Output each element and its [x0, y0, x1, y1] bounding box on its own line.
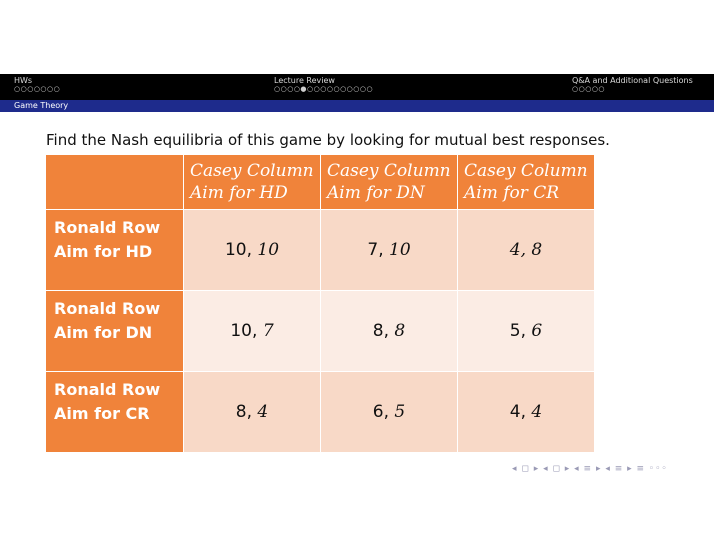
column-player: Casey Column [464, 161, 588, 181]
column-payoff: 8 [394, 321, 406, 341]
header-section-lecture-review[interactable]: Lecture Review ○○○○●○○○○○○○○○○ [274, 76, 373, 93]
column-strategy: Aim for DN [327, 183, 425, 203]
payoff-cell: 4, 8 [457, 209, 595, 291]
column-header-row: Casey Column Aim for HD Casey Column Aim… [45, 154, 595, 210]
section-progress-dots[interactable]: ○○○○●○○○○○○○○○○ [274, 85, 374, 93]
subsection-title: Game Theory [14, 101, 69, 110]
column-player: Casey Column [327, 161, 451, 181]
payoff-cell: 4, 4 [457, 371, 595, 453]
row-header-cr: Ronald Row Aim for CR [45, 371, 184, 453]
column-header-cr: Casey Column Aim for CR [457, 154, 595, 210]
row-payoff: 8 [235, 402, 247, 422]
row-payoff: 10 [224, 240, 247, 260]
payoff-cell: 8, 4 [183, 371, 321, 453]
column-payoff: 4 [257, 402, 269, 422]
row-header-hd: Ronald Row Aim for HD [45, 209, 184, 291]
row-player: Ronald Row [54, 218, 161, 237]
row-payoff: 10 [230, 321, 252, 341]
column-payoff: 10 [257, 240, 280, 260]
column-strategy: Aim for HD [190, 183, 288, 203]
row-strategy: Aim for CR [54, 404, 150, 423]
column-payoff: 8 [531, 240, 543, 260]
column-payoff: 4 [531, 402, 543, 422]
payoff-cell: 10, 7 [183, 290, 321, 372]
beamer-navigation-controls[interactable]: ◂ ◻ ▸ ◂ ◻ ▸ ◂ ≡ ▸ ◂ ≡ ▸ ≡ ◦◦◦ [512, 464, 668, 474]
column-payoff: 10 [389, 240, 411, 260]
row-strategy: Aim for DN [54, 323, 153, 342]
row-payoff: 6 [372, 402, 384, 422]
payoff-cell: 8, 8 [320, 290, 458, 372]
row-payoff: 4 [509, 402, 521, 422]
payoff-cell: 7, 10 [320, 209, 458, 291]
row-strategy: Aim for HD [54, 242, 153, 261]
section-progress-dots[interactable]: ○○○○○○○ [14, 85, 61, 93]
table-row: Ronald Row Aim for DN 10, 7 8, 8 5, 6 [45, 290, 595, 372]
header-section-label: Lecture Review [274, 76, 335, 85]
column-payoff: 6 [531, 321, 543, 341]
column-payoff: 5 [394, 402, 406, 422]
corner-cell [45, 154, 184, 210]
header-section-hws[interactable]: HWs ○○○○○○○ [14, 76, 60, 93]
column-player: Casey Column [190, 161, 314, 181]
row-payoff: 8 [372, 321, 384, 341]
row-payoff: 7 [367, 240, 379, 260]
header-section-qa[interactable]: Q&A and Additional Questions ○○○○○ [572, 76, 693, 93]
column-payoff: 7 [262, 321, 274, 341]
table-row: Ronald Row Aim for HD 10, 10 7, 10 4, 8 [45, 209, 595, 291]
section-progress-dots[interactable]: ○○○○○ [572, 85, 606, 93]
header-section-label: Q&A and Additional Questions [572, 76, 693, 85]
column-header-hd: Casey Column Aim for HD [183, 154, 321, 210]
row-payoff: 4 [509, 240, 521, 260]
subsection-bar: Game Theory [0, 100, 714, 112]
slide-prompt: Find the Nash equilibria of this game by… [46, 131, 610, 149]
beamer-header: HWs ○○○○○○○ Lecture Review ○○○○●○○○○○○○○… [0, 74, 714, 100]
payoff-matrix: Casey Column Aim for HD Casey Column Aim… [45, 154, 595, 453]
row-player: Ronald Row [54, 380, 161, 399]
column-strategy: Aim for CR [464, 183, 560, 203]
column-header-dn: Casey Column Aim for DN [320, 154, 458, 210]
payoff-cell: 10, 10 [183, 209, 321, 291]
header-section-label: HWs [14, 76, 33, 85]
row-payoff: 5 [509, 321, 521, 341]
payoff-cell: 5, 6 [457, 290, 595, 372]
table-row: Ronald Row Aim for CR 8, 4 6, 5 4, 4 [45, 371, 595, 453]
row-player: Ronald Row [54, 299, 161, 318]
row-header-dn: Ronald Row Aim for DN [45, 290, 184, 372]
payoff-cell: 6, 5 [320, 371, 458, 453]
